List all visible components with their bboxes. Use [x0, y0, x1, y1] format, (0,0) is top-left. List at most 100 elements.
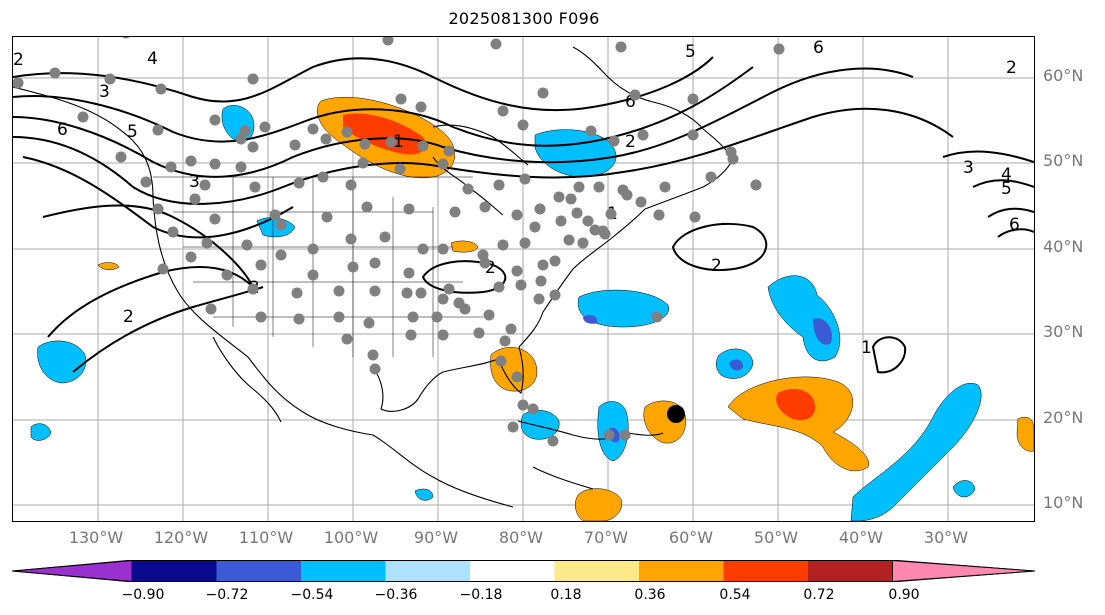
contour-label: 2 [485, 258, 496, 278]
station-dot [385, 136, 397, 148]
contour-label: 3 [99, 82, 110, 102]
station-dot [479, 201, 491, 213]
station-dot [307, 243, 319, 255]
station-dot [462, 183, 474, 195]
station-dot [549, 255, 561, 267]
station-dot [201, 237, 213, 249]
station-dot [537, 259, 549, 271]
station-dot [563, 234, 575, 246]
station-dot [122, 37, 130, 39]
station-dot [379, 231, 391, 243]
station-dot [185, 251, 197, 263]
station-dot [547, 435, 559, 447]
colorbar-segments [12, 560, 1036, 582]
contour-label: 2 [625, 132, 636, 152]
station-dot [167, 226, 179, 238]
station-dot [403, 267, 415, 279]
colorbar-tick: 0.18 [550, 587, 582, 603]
station-dot [593, 181, 605, 193]
contour-label: 6 [813, 38, 824, 58]
station-dot [165, 161, 177, 173]
station-dot [415, 101, 427, 113]
colorbar-tick: 0.90 [888, 587, 920, 603]
colorbar-segment [301, 560, 386, 582]
station-dot [249, 181, 261, 193]
gridlines [13, 37, 1034, 521]
colorbar-segment [808, 560, 893, 582]
colorbar-outline [12, 560, 1036, 582]
station-dot [507, 421, 519, 433]
station-dot [347, 261, 359, 273]
colorbar-tick: −0.54 [290, 587, 334, 603]
station-dot [369, 285, 381, 297]
station-dot [307, 123, 319, 135]
station-dot [577, 237, 589, 249]
station-dot [320, 133, 332, 145]
station-dot [449, 206, 461, 218]
contour-label: 2 [123, 307, 134, 327]
lon-label-90w: 90°W [413, 528, 459, 547]
lat-label-10: 10°N [1043, 493, 1084, 512]
station-dot [687, 129, 699, 141]
station-dot [235, 161, 247, 173]
station-dot [651, 311, 663, 323]
station-dot [705, 171, 717, 183]
station-dot [395, 93, 407, 105]
lon-label-50w: 50°W [753, 528, 799, 547]
station-dot [289, 139, 301, 151]
lat-label-50: 50°N [1043, 151, 1084, 170]
contour-label: 5 [1001, 179, 1012, 199]
station-dot [115, 151, 127, 163]
station-dot [497, 239, 509, 251]
station-dot [185, 155, 197, 167]
lon-label-130w: 130°W [68, 528, 124, 547]
station-dot [511, 209, 523, 221]
station-dot [533, 293, 545, 305]
station-dot [363, 317, 375, 329]
station-dot [359, 138, 371, 150]
station-dot [369, 257, 381, 269]
colorbar-segment [216, 560, 301, 582]
station-markers [13, 37, 785, 447]
station-dot [247, 283, 259, 295]
station-dot [619, 429, 631, 441]
station-dot [431, 311, 443, 323]
station-dot [247, 141, 259, 153]
station-dot [189, 193, 201, 205]
colorbar [12, 560, 1036, 582]
colorbar-segment [554, 560, 639, 582]
lon-label-70w: 70°W [583, 528, 629, 547]
contour-label: 2 [711, 256, 722, 276]
station-dot [221, 269, 233, 281]
colorbar-tick: −0.72 [205, 587, 249, 603]
station-dot [275, 219, 287, 231]
station-dot [519, 173, 531, 185]
lon-label-40w: 40°W [838, 528, 884, 547]
station-dot [573, 181, 585, 193]
station-dot [519, 237, 531, 249]
contour-label: 6 [57, 120, 68, 140]
contour-label: 1 [393, 132, 404, 152]
station-dot [582, 215, 594, 227]
station-dot [13, 77, 24, 89]
station-dot [307, 269, 319, 281]
contour-label: 2 [13, 50, 24, 70]
station-dot [535, 275, 547, 287]
station-dot [255, 311, 267, 323]
station-dot [152, 203, 164, 215]
station-dot [511, 265, 523, 277]
station-dot [361, 201, 373, 213]
station-dot [77, 111, 89, 123]
station-dot [275, 249, 287, 261]
station-dot [497, 105, 509, 117]
station-dot [407, 311, 419, 323]
station-dot [104, 73, 116, 85]
station-dot [689, 211, 701, 223]
map-canvas: 2 4 3 6 5 3 2 2 5 6 2 6 2 3 4 5 6 2 2 1 … [13, 37, 1034, 521]
colorbar-segment [639, 560, 724, 582]
contour-label: 5 [685, 42, 696, 62]
station-dot [515, 279, 527, 291]
station-dot [479, 257, 491, 269]
station-dot [459, 303, 471, 315]
station-dot [527, 403, 539, 415]
